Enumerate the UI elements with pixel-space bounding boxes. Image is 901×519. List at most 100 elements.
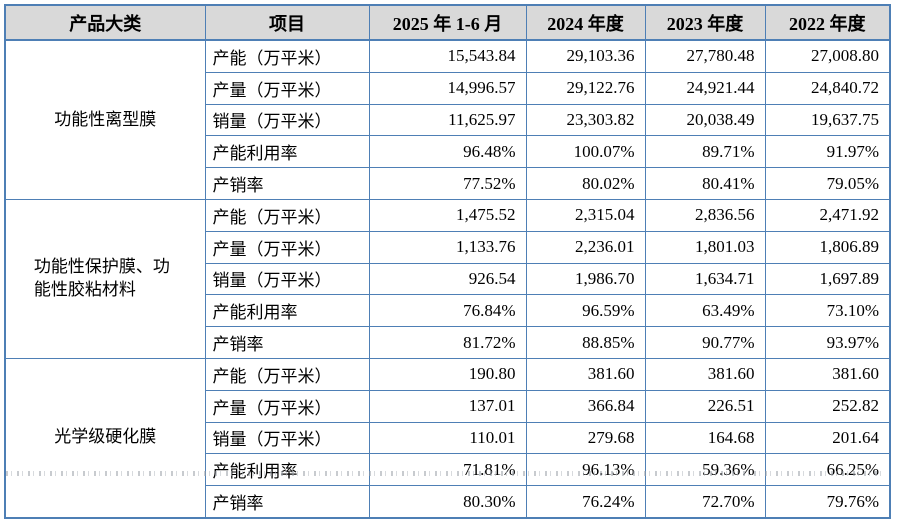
value-cell: 1,801.03 xyxy=(644,230,766,264)
table-row: 销量（万平米） 11,625.97 23,303.82 20,038.49 19,637… xyxy=(5,103,891,137)
value-cell: 381.60 xyxy=(525,357,646,391)
value-cell: 91.97% xyxy=(764,135,891,169)
item-cell: 产销率 xyxy=(204,485,370,519)
value-cell: 88.85% xyxy=(525,326,646,359)
value-cell: 100.07% xyxy=(525,135,646,169)
value-cell: 226.51 xyxy=(644,389,766,423)
item-cell: 产量（万平米） xyxy=(204,71,370,105)
item-cell: 产销率 xyxy=(204,167,370,200)
value-cell: 110.01 xyxy=(368,421,527,455)
value-cell: 24,921.44 xyxy=(644,71,766,105)
item-cell: 产能（万平米） xyxy=(204,39,370,73)
table-row: 产能利用率 96.48% 100.07% 89.71% 91.97% xyxy=(5,135,891,169)
category-label: 光学级硬化膜 xyxy=(54,427,157,447)
category-label: 功能性保护膜、功能性胶粘材料 xyxy=(33,257,170,299)
value-cell: 96.48% xyxy=(368,135,527,169)
value-cell: 201.64 xyxy=(764,421,891,455)
table-row: 产量（万平米） 14,996.57 29,122.76 24,921.44 24,840… xyxy=(5,71,891,105)
value-cell: 96.13% xyxy=(525,453,646,487)
value-cell: 29,122.76 xyxy=(525,71,646,105)
value-cell: 252.82 xyxy=(764,389,891,423)
value-cell: 164.68 xyxy=(644,421,766,455)
table-row: 销量（万平米） 110.01 279.68 164.68 201.64 xyxy=(5,421,891,455)
item-cell: 产量（万平米） xyxy=(204,389,370,423)
header-product-category: 产品大类 xyxy=(4,4,206,41)
value-cell: 63.49% xyxy=(644,294,766,328)
item-cell: 产能利用率 xyxy=(204,453,370,487)
value-cell: 11,625.97 xyxy=(368,103,527,137)
value-cell: 15,543.84 xyxy=(368,39,527,73)
value-cell: 1,806.89 xyxy=(764,230,891,264)
value-cell: 19,637.75 xyxy=(764,103,891,137)
item-cell: 销量（万平米） xyxy=(204,103,370,137)
value-cell: 190.80 xyxy=(368,357,527,391)
item-cell: 销量（万平米） xyxy=(204,421,370,455)
header-2023: 2023 年度 xyxy=(644,4,766,41)
value-cell: 381.60 xyxy=(764,357,891,391)
value-cell: 81.72% xyxy=(368,326,527,359)
value-cell: 76.24% xyxy=(525,485,646,519)
cutoff-text-strip xyxy=(6,471,886,476)
table-row: 产量（万平米） 1,133.76 2,236.01 1,801.03 1,806.89 xyxy=(5,230,891,264)
value-cell: 366.84 xyxy=(525,389,646,423)
value-cell: 80.02% xyxy=(525,167,646,200)
value-cell: 76.84% xyxy=(368,294,527,328)
value-cell: 2,236.01 xyxy=(525,230,646,264)
production-capacity-table: 产品大类 项目 2025 年 1-6 月 2024 年度 2023 年度 202… xyxy=(4,4,891,519)
value-cell: 77.52% xyxy=(368,167,527,200)
category-cell: 功能性离型膜 xyxy=(4,39,206,200)
value-cell: 59.36% xyxy=(644,453,766,487)
value-cell: 1,986.70 xyxy=(525,262,646,296)
header-2024: 2024 年度 xyxy=(525,4,646,41)
header-item: 项目 xyxy=(204,4,370,41)
value-cell: 27,780.48 xyxy=(644,39,766,73)
table-row: 功能性保护膜、功能性胶粘材料 产能（万平米） 1,475.52 2,315.04 2,8… xyxy=(4,198,891,359)
category-label: 功能性离型膜 xyxy=(54,109,157,129)
table-row: 销量（万平米） 926.54 1,986.70 1,634.71 1,697.89 xyxy=(5,262,891,296)
value-cell: 80.41% xyxy=(644,167,766,200)
item-cell: 产能利用率 xyxy=(204,135,370,169)
value-cell: 66.25% xyxy=(764,453,891,487)
table-row: 产量（万平米） 137.01 366.84 226.51 252.82 xyxy=(5,389,891,423)
value-cell: 89.71% xyxy=(644,135,766,169)
header-2025h1: 2025 年 1-6 月 xyxy=(368,4,527,41)
value-cell: 79.05% xyxy=(764,167,891,200)
value-cell: 80.30% xyxy=(368,485,527,519)
item-cell: 产量（万平米） xyxy=(204,230,370,264)
value-cell: 137.01 xyxy=(368,389,527,423)
item-cell: 产能利用率 xyxy=(204,294,370,328)
item-cell: 销量（万平米） xyxy=(204,262,370,296)
header-2022: 2022 年度 xyxy=(764,4,891,41)
item-cell: 产销率 xyxy=(204,326,370,359)
value-cell: 2,315.04 xyxy=(525,198,646,232)
value-cell: 23,303.82 xyxy=(525,103,646,137)
value-cell: 20,038.49 xyxy=(644,103,766,137)
value-cell: 1,133.76 xyxy=(368,230,527,264)
category-cell: 光学级硬化膜 xyxy=(4,357,206,519)
value-cell: 96.59% xyxy=(525,294,646,328)
table-row: 产销率 77.52% 80.02% 80.41% 79.05% xyxy=(5,167,891,200)
value-cell: 14,996.57 xyxy=(368,71,527,105)
value-cell: 926.54 xyxy=(368,262,527,296)
value-cell: 29,103.36 xyxy=(525,39,646,73)
value-cell: 90.77% xyxy=(644,326,766,359)
value-cell: 24,840.72 xyxy=(764,71,891,105)
table-row: 光学级硬化膜 产能（万平米） 190.80 381.60 381.60 381.60 xyxy=(4,357,891,519)
value-cell: 1,475.52 xyxy=(368,198,527,232)
value-cell: 27,008.80 xyxy=(764,39,891,73)
value-cell: 93.97% xyxy=(764,326,891,359)
value-cell: 72.70% xyxy=(644,485,766,519)
value-cell: 1,634.71 xyxy=(644,262,766,296)
value-cell: 1,697.89 xyxy=(764,262,891,296)
value-cell: 2,836.56 xyxy=(644,198,766,232)
table-row: 功能性离型膜 产能（万平米） 15,543.84 29,103.36 27,780.48… xyxy=(4,39,891,200)
value-cell: 71.81% xyxy=(368,453,527,487)
category-cell: 功能性保护膜、功能性胶粘材料 xyxy=(4,198,206,359)
item-cell: 产能（万平米） xyxy=(204,357,370,391)
header-row: 产品大类 项目 2025 年 1-6 月 2024 年度 2023 年度 202… xyxy=(4,4,891,41)
item-cell: 产能（万平米） xyxy=(204,198,370,232)
value-cell: 2,471.92 xyxy=(764,198,891,232)
value-cell: 73.10% xyxy=(764,294,891,328)
value-cell: 381.60 xyxy=(644,357,766,391)
value-cell: 279.68 xyxy=(525,421,646,455)
